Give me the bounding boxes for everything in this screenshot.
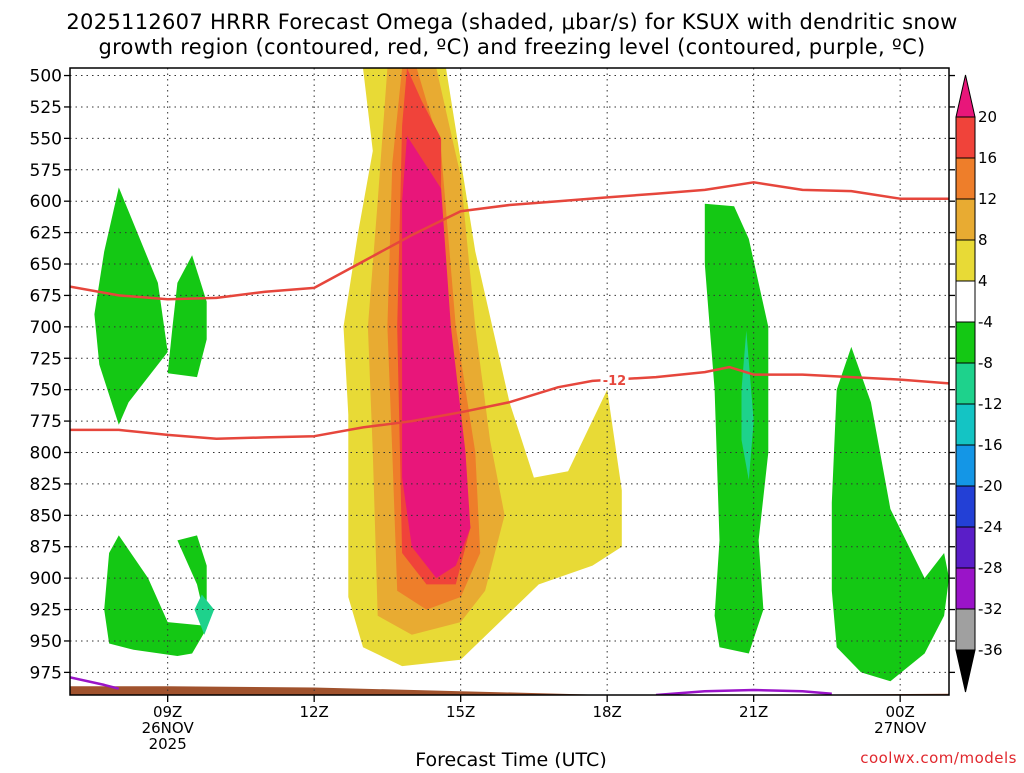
colorbar-label: -32 (978, 600, 1003, 618)
y-tick-label: 650 (30, 255, 62, 275)
colorbar-label: -12 (978, 395, 1003, 413)
grid-lines (70, 68, 949, 695)
colorbar-label: 12 (978, 190, 997, 208)
omega-region-descent-green-4 (831, 346, 949, 682)
colorbar-label: -8 (978, 354, 993, 372)
y-tick-label: 550 (30, 129, 62, 149)
colorbar-bin-top (955, 74, 976, 118)
colorbar-bin (955, 403, 976, 446)
contour-lines: -12 (70, 181, 949, 695)
y-tick-label: 725 (30, 349, 62, 369)
x-tick-label: 21Z (739, 703, 768, 721)
colorbar-bin (955, 198, 976, 241)
colorbar-label: 4 (978, 272, 988, 290)
y-tick-label: 750 (30, 381, 62, 401)
colorbar-bin (955, 567, 976, 610)
y-tick-label: 875 (30, 538, 62, 558)
x-tick-label: 09Z (153, 703, 182, 721)
contour-dgz-lower-isotherm (70, 365, 949, 440)
x-axis-label: Forecast Time (UTC) (415, 749, 606, 768)
colorbar-bin (955, 280, 976, 323)
x-tick-label: 12Z (299, 703, 328, 721)
contour-label-dgz-lower-isotherm: -12 (603, 374, 627, 389)
omega-region-descent-cyan-0 (194, 594, 215, 635)
omega-region-ascent-magenta (402, 135, 471, 579)
colorbar-bin (955, 116, 976, 159)
contour-dgz-upper-isotherm (70, 181, 949, 301)
y-tick-label: 825 (30, 475, 62, 495)
colorbar-label: -16 (978, 436, 1003, 454)
colorbar-label: -36 (978, 641, 1003, 659)
omega-shading (70, 68, 949, 695)
omega-region-descent-green-3 (704, 203, 769, 654)
y-tick-label: 800 (30, 443, 62, 463)
colorbar-bin (955, 526, 976, 569)
y-tick-label: 600 (30, 192, 62, 212)
y-tick-label: 950 (30, 632, 62, 652)
x-tick-label: 2025 (149, 735, 187, 753)
colorbar-label: -20 (978, 477, 1003, 495)
colorbar-label: 8 (978, 231, 988, 249)
y-tick-label: 850 (30, 506, 62, 526)
colorbar: 20 16 12 8 4 -4 -8 -12 -16 -20 -24 -28 -32 -36 (955, 74, 1003, 693)
colorbar-bin (955, 485, 976, 528)
colorbar-label: 16 (978, 149, 997, 167)
omega-region-descent-green-2 (104, 535, 207, 656)
contour-freezing-level-right (655, 688, 832, 695)
y-tick-label: 900 (30, 569, 62, 589)
x-tick-label: 00Z (885, 703, 914, 721)
x-tick-label: 18Z (592, 703, 621, 721)
terrain-surface (70, 686, 949, 695)
x-tick-label: 15Z (446, 703, 475, 721)
colorbar-label: 20 (978, 108, 997, 126)
y-tick-label: 925 (30, 601, 62, 621)
chart-title-line-1: 2025112607 HRRR Forecast Omega (shaded, … (66, 10, 957, 34)
colorbar-label: -4 (978, 313, 993, 331)
x-tick-label: 27NOV (874, 719, 927, 737)
colorbar-bin (955, 321, 976, 364)
contour-label-bg (600, 372, 629, 387)
colorbar-bin (955, 157, 976, 200)
colorbar-bin (955, 444, 976, 487)
colorbar-bin (955, 362, 976, 405)
contour-freezing-level-left (70, 676, 120, 690)
chart-title-line-2: growth region (contoured, red, ºC) and f… (98, 35, 925, 59)
credit-text: coolwx.com/models (860, 749, 1017, 767)
y-tick-label: 675 (30, 286, 62, 306)
y-tick-label: 500 (30, 67, 62, 87)
colorbar-label: -28 (978, 559, 1003, 577)
y-tick-label: 575 (30, 161, 62, 181)
colorbar-bin (955, 608, 976, 651)
plot-area: -12 500 525 550 575 600 625 650 675 700 725 750 775 8… (30, 67, 955, 753)
omega-region-descent-cyan-1 (741, 330, 754, 481)
y-tick-label: 775 (30, 412, 62, 432)
y-tick-label: 525 (30, 98, 62, 118)
x-tick-label: 26NOV (142, 719, 195, 737)
colorbar-bin (955, 239, 976, 282)
plot-frame (69, 67, 950, 696)
colorbar-label: -24 (978, 518, 1003, 536)
y-tick-label: 975 (30, 663, 62, 683)
omega-region-descent-green-1 (167, 255, 207, 378)
colorbar-bin-bottom (955, 649, 976, 693)
y-tick-label: 700 (30, 318, 62, 338)
y-tick-label: 625 (30, 224, 62, 244)
omega-region-descent-green-0 (94, 187, 168, 425)
